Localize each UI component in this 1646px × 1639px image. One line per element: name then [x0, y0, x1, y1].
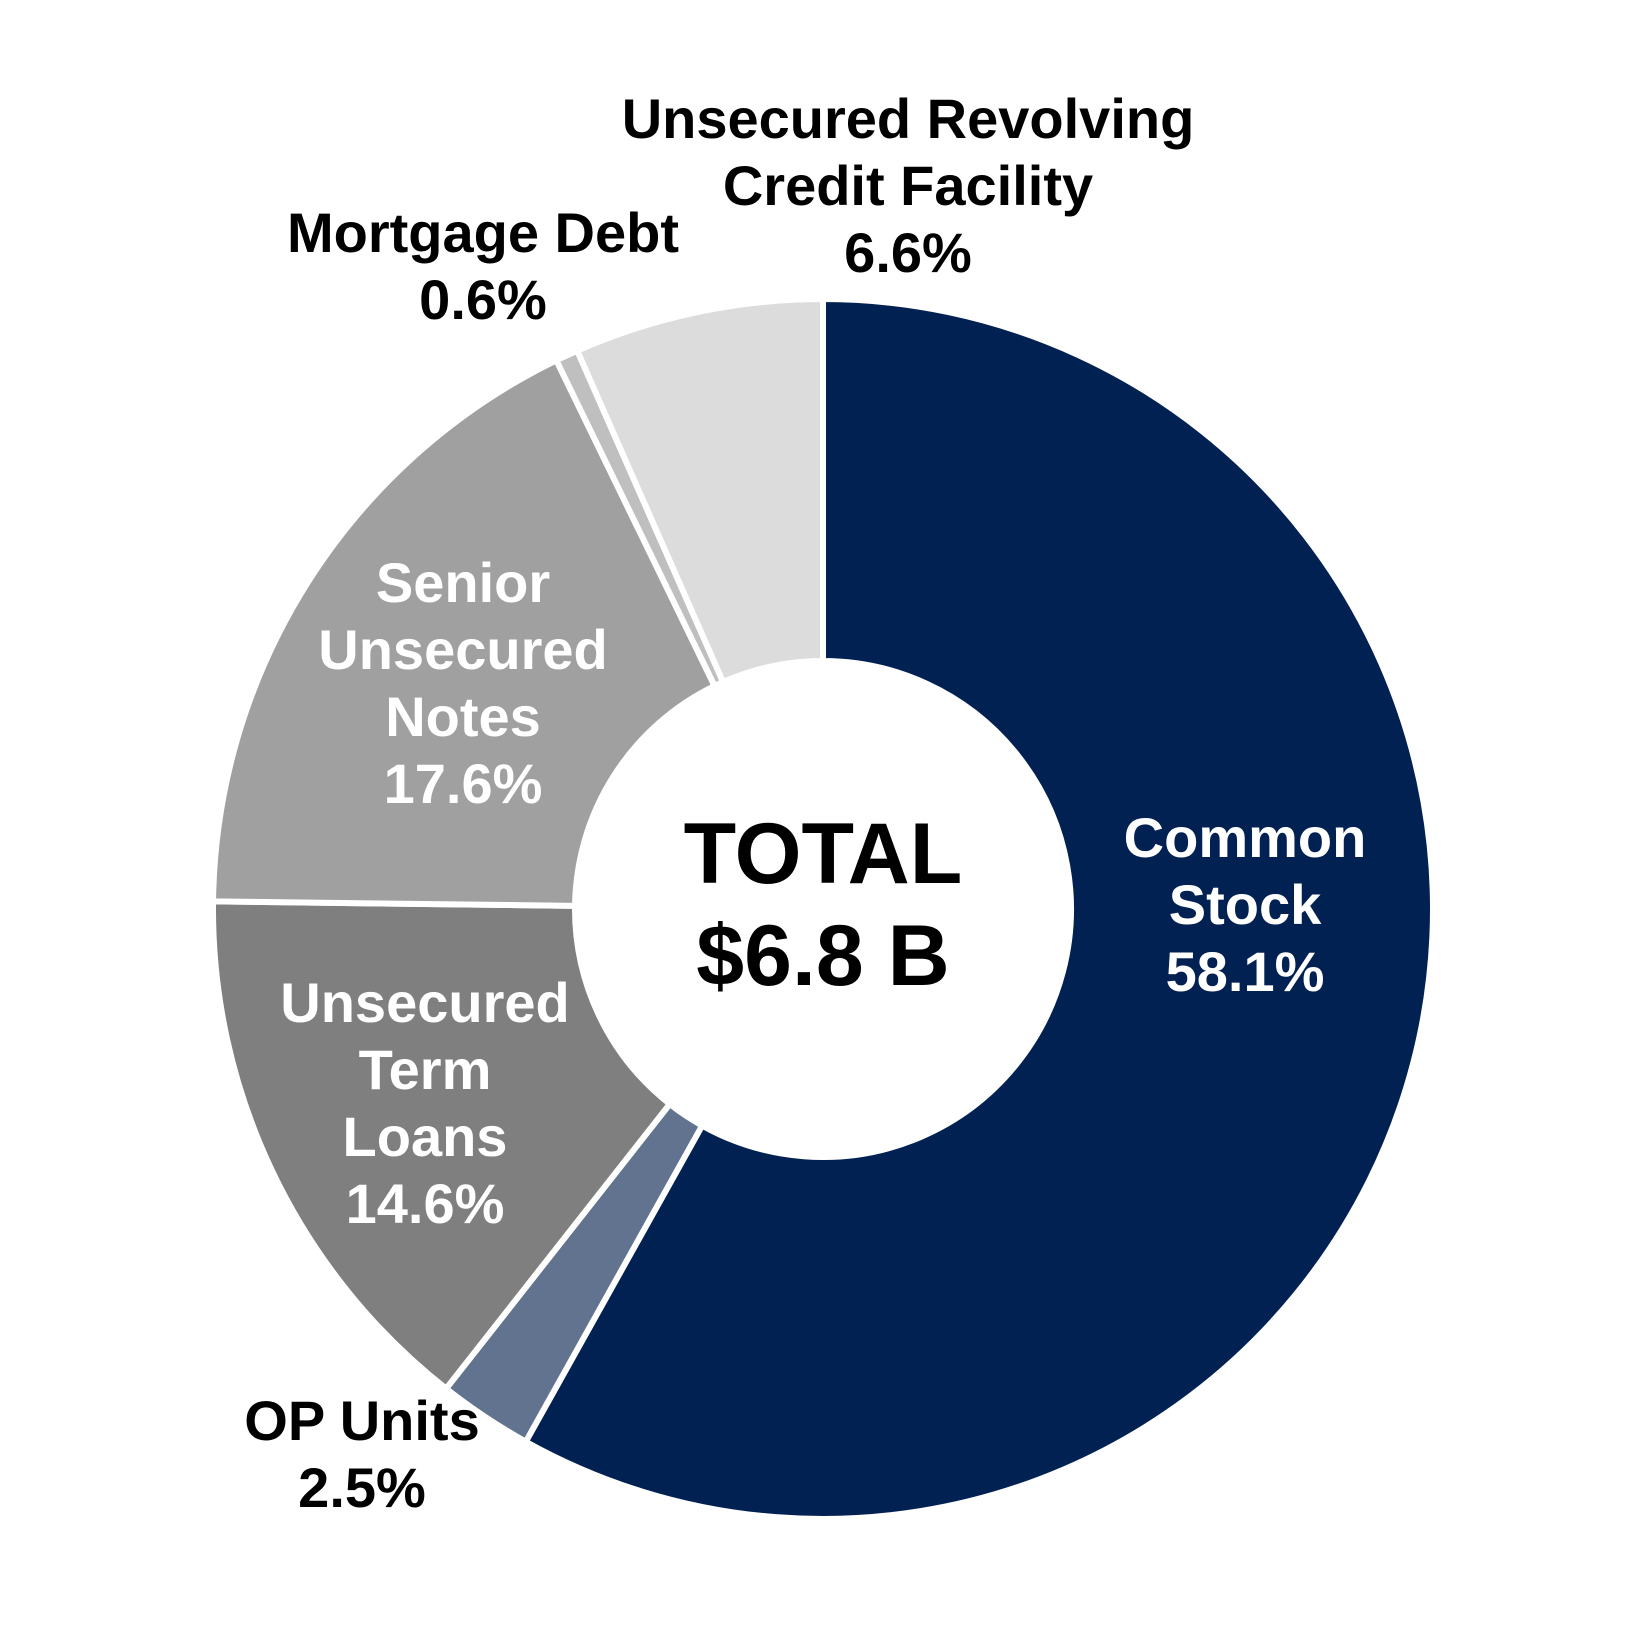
- slice-name-label: Common: [1124, 806, 1367, 869]
- slice-value-label: 6.6%: [844, 221, 972, 284]
- slice-name-label: Senior: [376, 551, 550, 614]
- slice-name-label: Unsecured Revolving: [622, 87, 1195, 150]
- slice-name-label: OP Units: [244, 1389, 479, 1452]
- slice-name-label: Credit Facility: [723, 154, 1093, 217]
- slice-value-label: 2.5%: [298, 1456, 426, 1519]
- slice-value-label: 58.1%: [1166, 940, 1325, 1003]
- slice-common-stock: [521, 295, 1436, 1522]
- slice-name-label: Unsecured: [280, 971, 569, 1034]
- slice-name-label: Notes: [385, 685, 541, 748]
- slice-value-label: 17.6%: [384, 752, 543, 815]
- slice-senior-unsecured-notes: [210, 356, 719, 909]
- slice-value-label: 14.6%: [346, 1172, 505, 1235]
- slice-name-label: Mortgage Debt: [287, 201, 679, 264]
- slice-name-label: Stock: [1169, 873, 1322, 936]
- slice-unsecured-term-loans: [210, 898, 674, 1393]
- slice-value-label: 0.6%: [419, 268, 547, 331]
- center-total-label: TOTAL: [684, 806, 963, 902]
- slices-group: [210, 295, 1436, 1522]
- slice-name-label: Loans: [343, 1105, 508, 1168]
- slice-name-label: Term: [359, 1038, 492, 1101]
- slice-name-label: Unsecured: [318, 618, 607, 681]
- slice-unsecured-revolving-credit-facility: [573, 295, 826, 686]
- center-total-value: $6.8 B: [696, 908, 949, 1004]
